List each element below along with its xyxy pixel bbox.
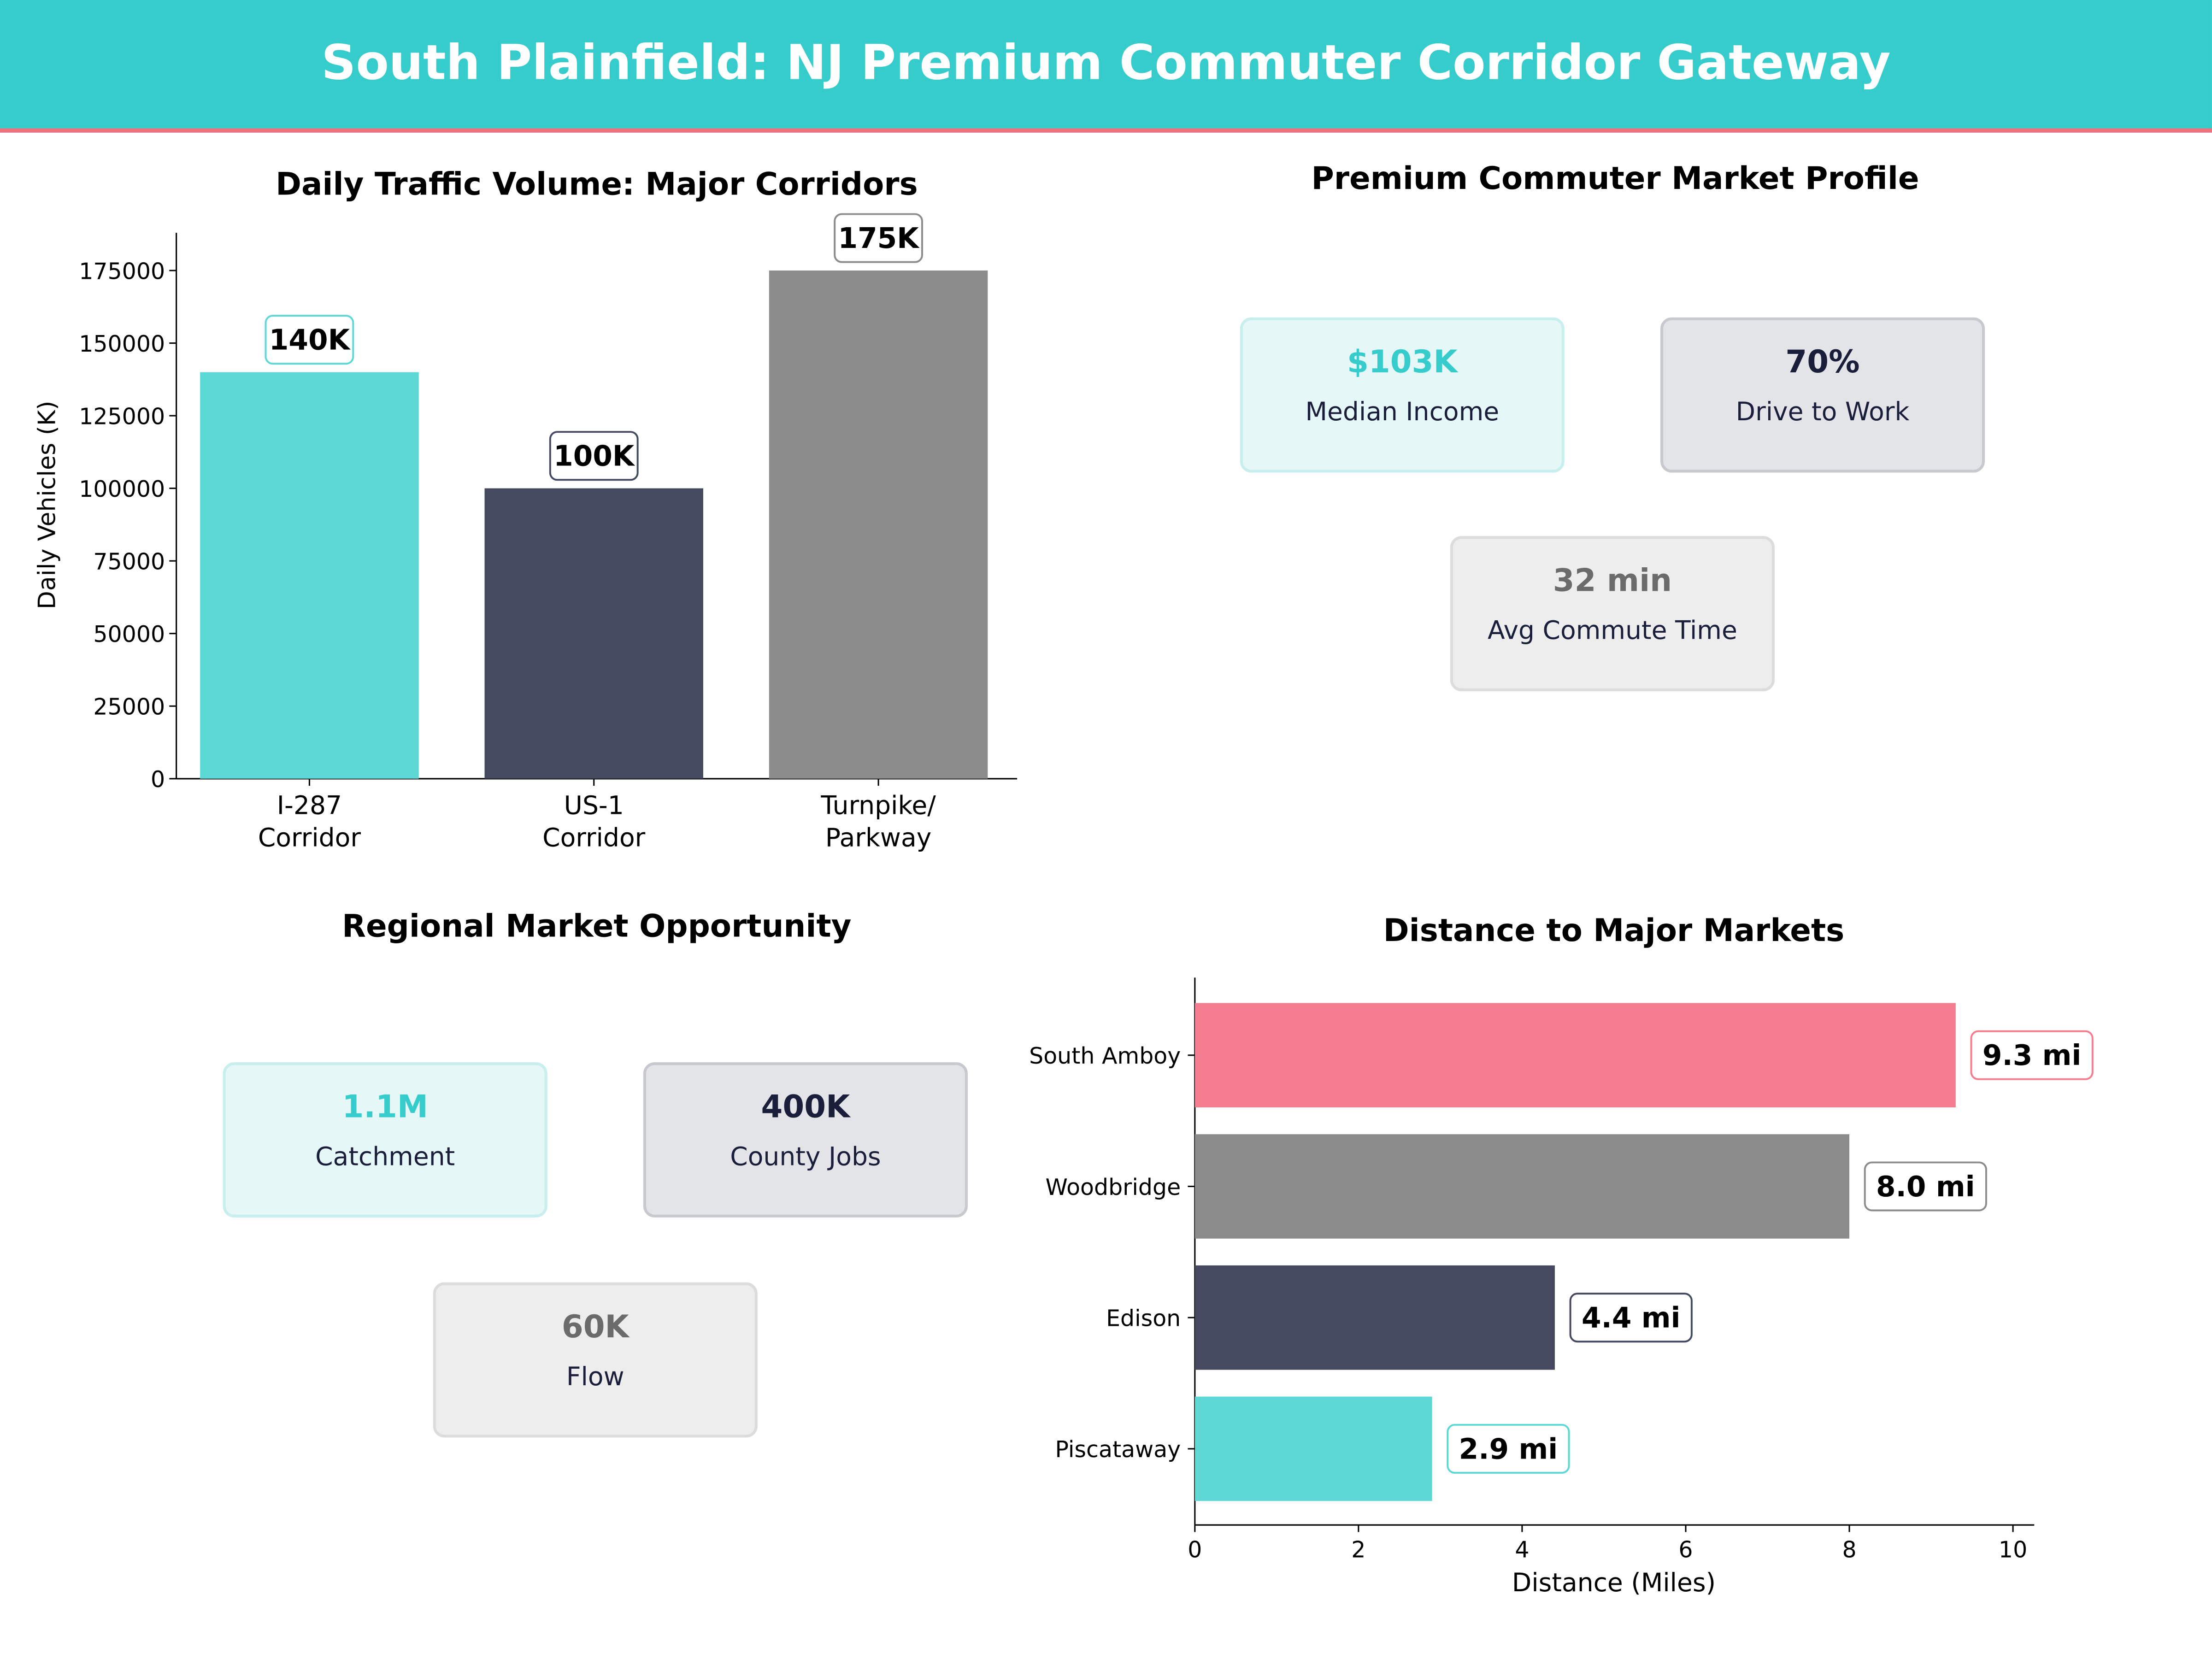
- kpi-label: Flow: [566, 1363, 624, 1393]
- kpi-value: 60K: [561, 1310, 629, 1346]
- y-tick-label: Woodbridge: [1046, 1174, 1181, 1200]
- kpi-label: Catchment: [315, 1142, 455, 1172]
- x-tick-label: 2: [1351, 1537, 1365, 1563]
- kpi-value: $103K: [1347, 345, 1458, 381]
- bar-data-label-box: [1447, 1424, 1570, 1474]
- chart-title: Distance to Major Markets: [1383, 912, 1844, 948]
- bar-data-label-box: [1864, 1161, 1987, 1212]
- bar: [1194, 1265, 1555, 1370]
- kpi-label: County Jobs: [730, 1142, 881, 1172]
- y-tick-label: 150000: [79, 331, 165, 357]
- x-tick-label: I-287: [277, 790, 342, 820]
- kpi-card-drive-to-work: 70% Drive to Work: [1660, 317, 1985, 473]
- kpi-label: Drive to Work: [1735, 398, 1910, 428]
- x-tick-label: Corridor: [542, 823, 645, 853]
- bar-data-label: 100K: [553, 440, 635, 473]
- y-tick-label: Piscataway: [1055, 1436, 1181, 1463]
- page-title: South Plainfield: NJ Premium Commuter Co…: [321, 35, 1891, 92]
- bar: [484, 488, 704, 779]
- bar-data-label-box: [1970, 1030, 2094, 1080]
- y-tick-label: 0: [151, 766, 165, 793]
- bar-data-label-box: [549, 431, 639, 481]
- x-axis-label: Distance (Miles): [1512, 1568, 1716, 1597]
- x-tick-label: Turnpike/: [820, 790, 936, 820]
- kpi-label: Median Income: [1305, 398, 1500, 428]
- x-tick-label: 10: [1999, 1537, 2027, 1563]
- profile-title: Premium Commuter Market Profile: [1311, 162, 1919, 198]
- bar-data-label: 2.9 mi: [1459, 1433, 1558, 1465]
- bar: [1194, 1003, 1956, 1108]
- chart-title: Daily Traffic Volume: Major Corridors: [276, 165, 918, 202]
- y-tick-label: 25000: [93, 694, 165, 720]
- bar: [1194, 1396, 1432, 1501]
- kpi-value: 32 min: [1553, 564, 1672, 600]
- kpi-value: 70%: [1785, 345, 1860, 381]
- x-tick-label: Parkway: [825, 823, 932, 853]
- y-tick-label: Edison: [1106, 1306, 1181, 1332]
- x-tick-label: US-1: [564, 790, 624, 820]
- x-tick-label: Corridor: [258, 823, 361, 853]
- x-tick-label: 6: [1678, 1537, 1693, 1563]
- kpi-card-flow: 60K Flow: [433, 1282, 758, 1438]
- y-tick-label: 175000: [79, 258, 165, 284]
- x-tick-label: 0: [1188, 1537, 1202, 1563]
- bar-data-label-box: [1569, 1293, 1693, 1343]
- kpi-value: 1.1M: [342, 1090, 428, 1126]
- kpi-card-commute-time: 32 min Avg Commute Time: [1450, 536, 1775, 691]
- y-tick-label: 50000: [93, 621, 165, 647]
- y-tick-label: 75000: [93, 549, 165, 575]
- kpi-value: 400K: [761, 1090, 850, 1126]
- kpi-label: Avg Commute Time: [1487, 616, 1737, 647]
- bar: [200, 372, 419, 779]
- bar-data-label: 4.4 mi: [1582, 1302, 1681, 1335]
- bar-data-label: 8.0 mi: [1876, 1171, 1975, 1203]
- bar: [769, 271, 988, 779]
- x-tick-label: 8: [1842, 1537, 1856, 1563]
- y-tick-label: 100000: [79, 476, 165, 502]
- regional-title: Regional Market Opportunity: [342, 910, 852, 946]
- kpi-card-county-jobs: 400K County Jobs: [643, 1062, 968, 1218]
- kpi-card-median-income: $103K Median Income: [1240, 317, 1565, 473]
- bar: [1194, 1134, 1850, 1239]
- bar-data-label-box: [265, 315, 354, 365]
- bar-data-label: 175K: [838, 222, 920, 255]
- y-tick-label: South Amboy: [1029, 1043, 1181, 1069]
- kpi-card-catchment: 1.1M Catchment: [223, 1062, 547, 1218]
- bar-data-label-box: [834, 213, 923, 263]
- y-axis-label: Daily Vehicles (K): [33, 401, 61, 610]
- bar-data-label: 140K: [269, 324, 351, 357]
- x-tick-label: 4: [1515, 1537, 1529, 1563]
- header-banner: South Plainfield: NJ Premium Commuter Co…: [0, 0, 2212, 133]
- y-tick-label: 125000: [79, 403, 165, 429]
- bar-data-label: 9.3 mi: [1983, 1039, 2082, 1072]
